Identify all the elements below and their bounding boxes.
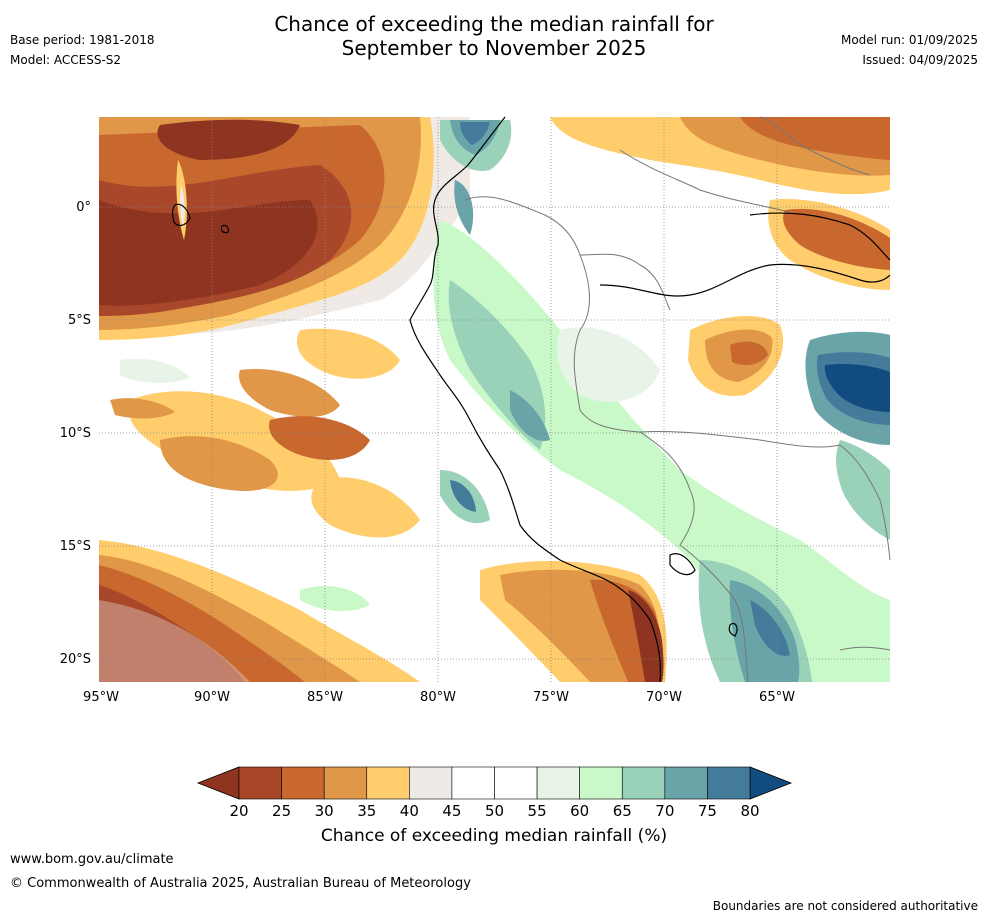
lon-tick-label: 95°W	[83, 690, 119, 705]
lat-tick-label: 15°S	[60, 539, 91, 554]
footer-url[interactable]: www.bom.gov.au/climate	[10, 852, 174, 867]
country-boundaries	[464, 116, 891, 683]
colorbar-cell	[281, 766, 325, 800]
lat-tick-label: 5°S	[68, 313, 91, 328]
colorbar: 20 25 30 35 40 45 50 55 60 65 70 75 80	[196, 766, 793, 820]
colorbar-over-arrow	[749, 766, 793, 800]
colorbar-tick-label: 60	[570, 802, 589, 820]
rainfall-map: 95°W 90°W 85°W 80°W 75°W 70°W 65°W 0° 5°…	[60, 116, 891, 820]
map-title: Chance of exceeding the median rainfall …	[0, 12, 988, 60]
model-run-text: Model run: 01/09/2025	[840, 33, 978, 47]
lon-tick-label: 85°W	[307, 690, 343, 705]
lon-tick-label: 75°W	[533, 690, 569, 705]
header-left-info: Base period: 1981-2018 Model: ACCESS-S2	[10, 30, 155, 70]
coastlines	[172, 116, 891, 683]
lon-tick-label: 90°W	[194, 690, 230, 705]
colorbar-tick-label: 50	[485, 802, 504, 820]
colorbar-tick-label: 45	[442, 802, 461, 820]
colorbar-tick-label: 30	[315, 802, 334, 820]
colorbar-cell	[707, 766, 751, 800]
colorbar-tick-label: 75	[698, 802, 717, 820]
colorbar-cell	[238, 766, 282, 800]
colorbar-cell	[664, 766, 708, 800]
colorbar-tick-label: 40	[400, 802, 419, 820]
colorbar-tick-label: 80	[740, 802, 759, 820]
title-line-2: September to November 2025	[341, 36, 647, 60]
colorbar-cell	[323, 766, 368, 800]
base-period-text: Base period: 1981-2018	[10, 33, 155, 47]
colorbar-under-arrow	[196, 766, 240, 800]
map-gridlines	[99, 117, 890, 682]
lat-tick-label: 20°S	[60, 652, 91, 667]
footer-copyright: © Commonwealth of Australia 2025, Austra…	[10, 876, 471, 891]
colorbar-tick-label: 35	[357, 802, 376, 820]
colorbar-cell	[621, 766, 666, 800]
lon-tick-label: 70°W	[646, 690, 682, 705]
map-field	[99, 117, 890, 682]
colorbar-tick-label: 55	[528, 802, 547, 820]
footer-boundary-note: Boundaries are not considered authoritat…	[712, 899, 978, 913]
header-right-info: Model run: 01/09/2025 Issued: 04/09/2025	[841, 30, 978, 70]
lat-tick-label: 0°	[76, 200, 91, 215]
model-text: Model: ACCESS-S2	[10, 53, 122, 67]
colorbar-cell	[366, 766, 410, 800]
lat-tick-label: 10°S	[60, 426, 91, 441]
title-line-1: Chance of exceeding the median rainfall …	[274, 12, 714, 36]
issued-text: Issued: 04/09/2025	[862, 53, 978, 67]
colorbar-cell	[536, 766, 580, 800]
lon-tick-label: 80°W	[420, 690, 456, 705]
colorbar-title: Chance of exceeding median rainfall (%)	[320, 826, 668, 846]
colorbar-cell	[451, 766, 495, 800]
colorbar-tick-label: 25	[272, 802, 291, 820]
colorbar-tick-label: 70	[655, 802, 674, 820]
colorbar-cell	[494, 766, 538, 800]
lon-tick-label: 65°W	[759, 690, 795, 705]
colorbar-tick-label: 20	[229, 802, 248, 820]
colorbar-cell	[579, 766, 623, 800]
colorbar-tick-label: 65	[613, 802, 632, 820]
colorbar-cell	[409, 766, 453, 800]
